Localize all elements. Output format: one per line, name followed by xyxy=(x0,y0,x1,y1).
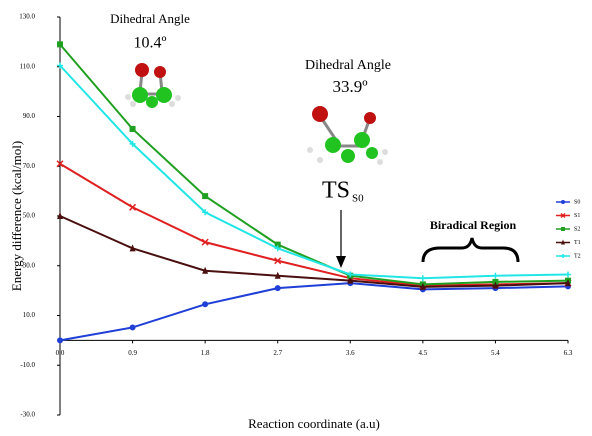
y-axis-label: Energy difference (kcal/mol) xyxy=(9,141,24,291)
legend-label: S2 xyxy=(574,226,580,232)
legend-label: S1 xyxy=(574,213,580,219)
y-tick-label: -30.0 xyxy=(20,411,35,419)
arrow xyxy=(336,210,346,268)
marker xyxy=(565,271,571,277)
legend-label: T1 xyxy=(574,240,581,246)
legend-label: T2 xyxy=(574,253,581,259)
annotation: Dihedral Angle xyxy=(110,11,190,26)
y-tick-label: 130.0 xyxy=(19,13,35,21)
legend: S0 S1 S2 T1 T2 xyxy=(556,199,581,259)
marker xyxy=(130,126,136,132)
y-tick-label: -10.0 xyxy=(20,361,35,369)
marker xyxy=(130,324,136,330)
x-axis-label: Reaction coordinate (a.u) xyxy=(248,416,380,431)
molecule-2 xyxy=(307,106,388,165)
brace xyxy=(423,238,518,262)
y-tick-label: 110.0 xyxy=(20,62,36,70)
annotation: S0 xyxy=(352,193,364,205)
legend-marker xyxy=(561,254,565,258)
molecule-1 xyxy=(125,63,181,108)
chart: Dihedral Angle 10.4º Dihedral Angle 33.9… xyxy=(0,0,592,436)
marker xyxy=(275,285,281,291)
y-tick-label: 30.0 xyxy=(23,261,36,269)
annotation: TS xyxy=(322,178,350,204)
marker xyxy=(492,273,498,279)
y-tick-label: 50.0 xyxy=(23,212,36,220)
y-tick-label: 90.0 xyxy=(23,112,36,120)
series-line xyxy=(60,283,568,340)
x-tick-label: 2.7 xyxy=(273,349,282,357)
legend-label: S0 xyxy=(574,199,580,205)
legend-marker xyxy=(561,200,565,204)
marker xyxy=(420,275,426,281)
marker xyxy=(57,337,63,343)
y-tick-label: 10.0 xyxy=(23,311,36,319)
marker xyxy=(57,41,63,47)
marker xyxy=(202,193,208,199)
legend-marker xyxy=(561,227,565,231)
x-tick-label: 0.9 xyxy=(128,349,137,357)
marker xyxy=(202,301,208,307)
annotation: 33.9º xyxy=(332,77,367,96)
x-tick-label: 5.4 xyxy=(491,349,500,357)
x-tick-label: 1.8 xyxy=(201,349,210,357)
annotation: Dihedral Angle xyxy=(305,58,391,73)
x-tick-label: 0.0 xyxy=(56,349,65,357)
x-tick-label: 6.3 xyxy=(564,349,573,357)
y-tick-label: 70.0 xyxy=(23,162,36,170)
x-tick-label: 4.5 xyxy=(418,349,427,357)
x-tick-label: 3.6 xyxy=(346,349,355,357)
annotation: 10.4º xyxy=(134,35,167,52)
annotation: Biradical Region xyxy=(430,218,517,232)
